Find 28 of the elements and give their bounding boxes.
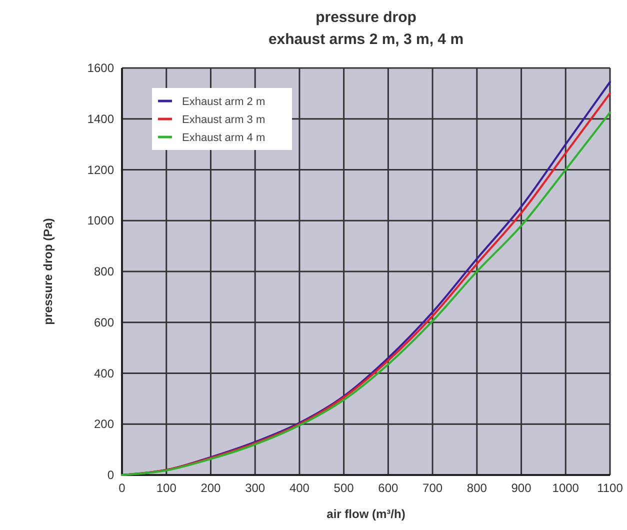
y-tick-label: 1400 <box>87 112 114 126</box>
chart-subtitle: exhaust arms 2 m, 3 m, 4 m <box>268 31 464 48</box>
y-axis-title: pressure drop (Pa) <box>41 218 55 325</box>
y-tick-label: 600 <box>94 315 114 330</box>
x-tick-label: 200 <box>200 481 222 495</box>
y-tick-label: 1200 <box>87 162 114 177</box>
x-tick-label: 500 <box>334 481 354 495</box>
x-tick-label: 0 <box>118 481 126 495</box>
x-tick-label: 600 <box>378 481 399 495</box>
x-axis-title: air flow (m³/h) <box>326 507 406 521</box>
x-tick-label: 1000 <box>552 481 580 495</box>
x-tick-label: 300 <box>245 481 266 495</box>
x-tick-label: 100 <box>156 481 177 495</box>
y-tick-label: 400 <box>94 366 114 380</box>
y-tick-label: 200 <box>94 417 114 432</box>
y-tick-label: 0 <box>107 468 114 482</box>
chart-title: pressure drop <box>316 9 416 26</box>
x-tick-label: 900 <box>511 481 532 495</box>
legend-label: Exhaust arm 3 m <box>182 114 266 126</box>
y-tick-label: 800 <box>94 264 114 278</box>
x-tick-label: 700 <box>422 481 443 495</box>
y-tick-label: 1000 <box>87 214 114 228</box>
legend-label: Exhaust arm 2 m <box>182 96 266 108</box>
x-tick-label: 800 <box>466 481 488 495</box>
x-tick-label: 400 <box>289 481 310 495</box>
legend-label: Exhaust arm 4 m <box>182 132 266 144</box>
y-tick-label: 1600 <box>87 61 114 75</box>
x-tick-label: 1100 <box>597 481 624 495</box>
